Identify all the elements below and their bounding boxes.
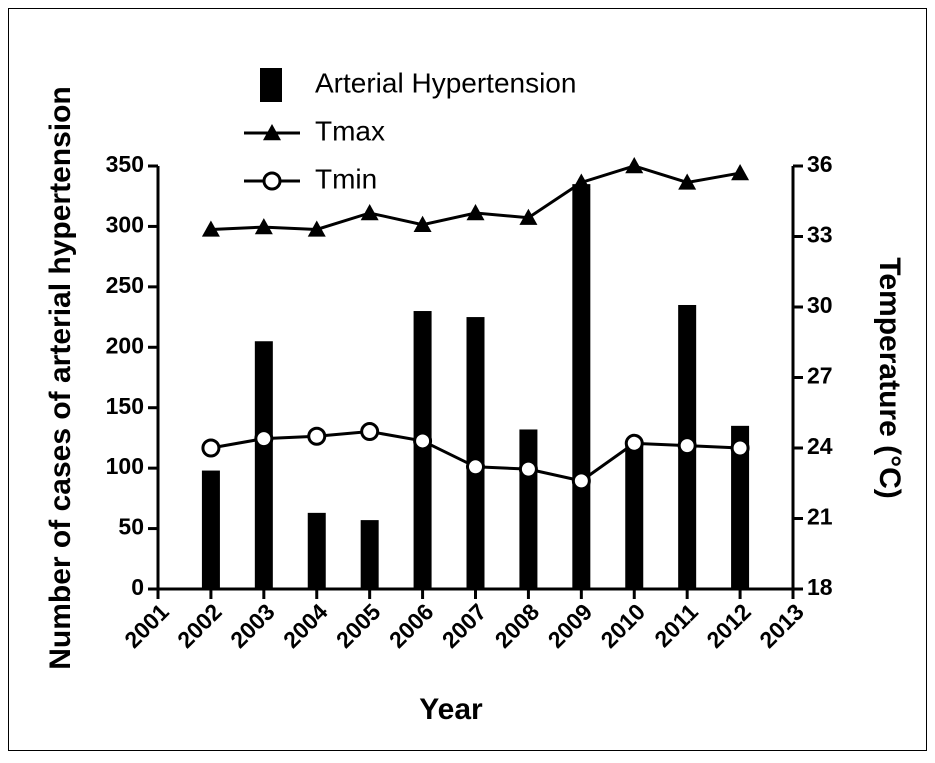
- marker-triangle: [519, 208, 538, 225]
- marker-triangle: [201, 220, 220, 237]
- y2-tick-label: 27: [807, 363, 833, 389]
- marker-circle: [262, 171, 282, 191]
- y-tick-label: 100: [106, 453, 144, 479]
- marker-triangle: [307, 220, 326, 237]
- legend-swatch: [260, 68, 282, 102]
- marker-circle: [360, 422, 380, 442]
- marker-circle: [571, 471, 591, 491]
- marker-triangle: [625, 157, 644, 174]
- y2-tick-label: 21: [807, 504, 833, 530]
- marker-triangle: [263, 124, 281, 141]
- y-axis-title: Number of cases of arterial hypertension: [44, 86, 77, 670]
- legend-label: Arterial Hypertension: [315, 67, 576, 98]
- marker-triangle: [466, 204, 485, 221]
- marker-circle: [677, 436, 697, 456]
- y-tick-label: 250: [106, 272, 144, 298]
- bar: [360, 520, 379, 589]
- bar: [572, 184, 591, 589]
- marker-circle: [254, 429, 274, 449]
- legend-label: Tmax: [315, 115, 385, 146]
- marker-triangle: [254, 218, 273, 235]
- y-tick-label: 300: [106, 212, 144, 238]
- bar: [625, 443, 644, 589]
- marker-triangle: [360, 204, 379, 221]
- marker-circle: [307, 426, 327, 446]
- marker-triangle: [678, 173, 697, 190]
- bar: [731, 425, 750, 589]
- marker-circle: [466, 457, 485, 477]
- marker-triangle: [572, 173, 591, 190]
- y2-tick-label: 24: [807, 433, 833, 459]
- y-tick-label: 200: [106, 332, 144, 358]
- y2-axis-title: Temperature (°C): [873, 257, 906, 498]
- y2-tick-label: 30: [807, 292, 833, 318]
- legend-label: Tmin: [315, 163, 377, 194]
- y-tick-label: 0: [131, 574, 144, 600]
- y2-tick-label: 18: [807, 574, 833, 600]
- bar: [254, 341, 273, 589]
- y-tick-label: 350: [106, 151, 144, 177]
- marker-circle: [624, 433, 644, 453]
- marker-circle: [413, 431, 433, 451]
- bar: [519, 429, 538, 589]
- y2-tick-label: 36: [807, 151, 833, 177]
- marker-triangle: [413, 215, 432, 232]
- y-tick-label: 150: [106, 393, 144, 419]
- bar: [201, 470, 220, 589]
- marker-circle: [518, 459, 538, 479]
- bar: [307, 512, 326, 589]
- marker-circle: [730, 438, 750, 458]
- y-tick-label: 50: [118, 514, 144, 540]
- marker-circle: [201, 438, 221, 458]
- marker-triangle: [731, 164, 750, 181]
- y2-tick-label: 33: [807, 222, 833, 248]
- x-axis-title: Year: [419, 693, 483, 726]
- bar: [466, 317, 485, 589]
